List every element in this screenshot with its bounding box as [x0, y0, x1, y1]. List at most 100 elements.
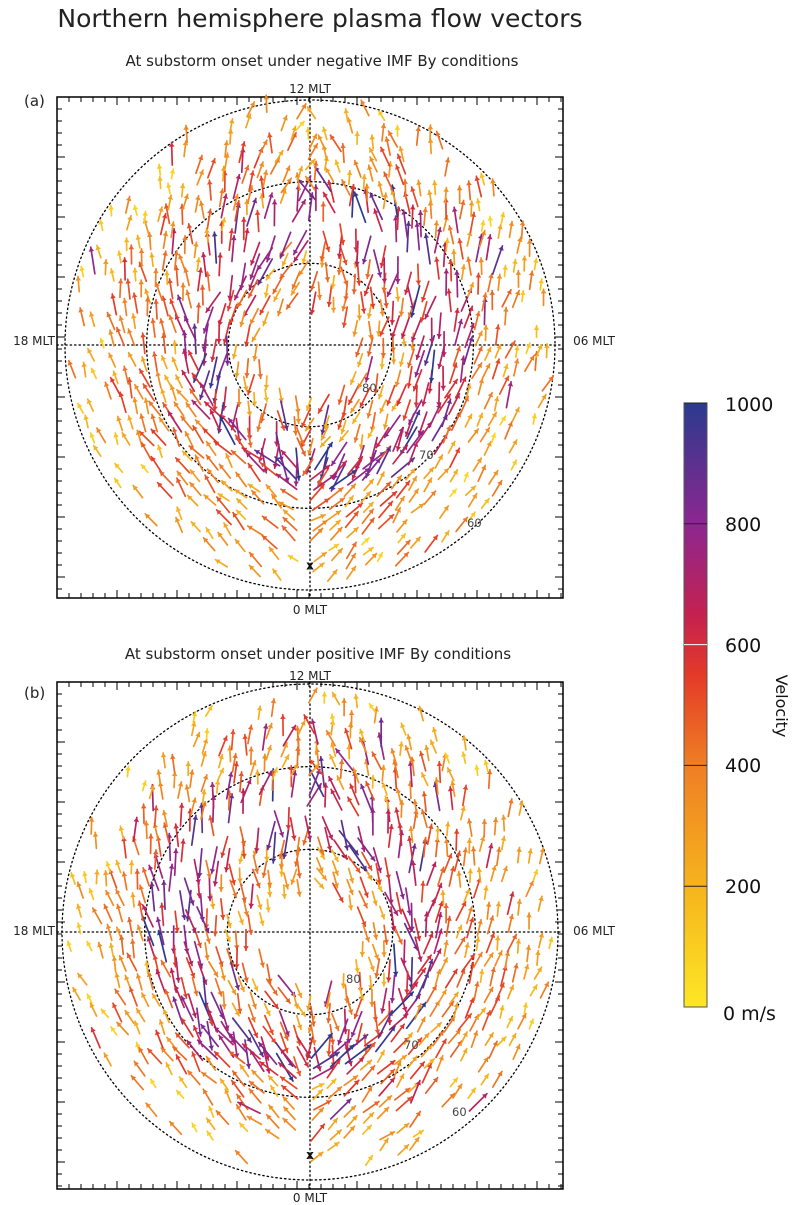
flow-vector	[176, 388, 189, 403]
flow-vector	[279, 1032, 289, 1054]
vector-head	[307, 106, 313, 112]
flow-vector	[216, 319, 222, 345]
flow-vector	[172, 1046, 188, 1061]
vector-head	[281, 853, 288, 859]
flow-vector	[254, 449, 281, 467]
flow-vector	[434, 900, 444, 924]
vector-head	[114, 478, 120, 484]
flow-vector	[478, 835, 486, 852]
vector-head	[326, 301, 333, 307]
flow-vector	[312, 519, 328, 532]
vector-head	[118, 955, 124, 961]
vector-head	[486, 347, 492, 353]
flow-vector	[115, 888, 125, 907]
vector-head	[237, 1101, 243, 1107]
vector-head	[443, 468, 449, 474]
vector-head	[398, 742, 404, 747]
vector-head	[307, 1027, 313, 1033]
vector-shaft	[438, 312, 442, 340]
vector-head	[404, 431, 410, 437]
vector-shaft	[179, 890, 186, 921]
flow-vector	[196, 169, 205, 186]
vector-head	[369, 518, 374, 524]
vector-head	[457, 319, 464, 325]
flow-vector	[416, 179, 422, 197]
flow-vector	[521, 255, 528, 272]
flow-vector	[172, 339, 178, 355]
vector-head	[382, 193, 389, 198]
vector-head	[269, 1105, 274, 1111]
vector-head	[266, 484, 272, 490]
vector-head	[334, 160, 340, 166]
flow-vector	[371, 751, 383, 770]
flow-vector	[407, 299, 417, 318]
vector-head	[118, 316, 124, 321]
vector-head	[247, 929, 254, 935]
vector-head	[234, 984, 241, 990]
vector-head	[455, 1029, 461, 1035]
vector-shaft	[386, 271, 400, 298]
vector-head	[428, 824, 434, 830]
vector-head	[105, 861, 111, 867]
vector-head	[133, 817, 140, 823]
vector-head	[227, 772, 234, 777]
flow-vector	[263, 375, 270, 391]
vector-head	[153, 268, 159, 274]
vector-head	[90, 368, 96, 374]
flow-vector	[317, 836, 325, 856]
flow-vector	[258, 139, 268, 157]
flow-vector	[327, 486, 344, 500]
vector-head	[141, 464, 147, 470]
flow-vector	[185, 401, 197, 418]
flow-vector	[315, 857, 324, 873]
vector-head	[115, 860, 121, 866]
flow-vector	[317, 393, 330, 414]
vector-head	[232, 1071, 238, 1077]
flow-vector	[378, 500, 394, 519]
vector-head	[259, 309, 265, 315]
vector-head	[234, 964, 240, 969]
flow-vector	[361, 851, 373, 871]
flow-vector	[353, 693, 359, 709]
vector-head	[491, 865, 497, 871]
flow-vector	[189, 769, 195, 788]
vector-shaft	[410, 285, 421, 318]
flow-vector	[271, 767, 278, 781]
flow-vector	[105, 860, 111, 873]
vector-head	[321, 874, 327, 880]
flow-vector	[219, 415, 236, 446]
vector-head	[248, 747, 254, 752]
flow-vector	[194, 194, 201, 213]
vector-head	[244, 165, 250, 171]
vector-head	[373, 388, 379, 394]
flow-vector	[140, 332, 146, 355]
vector-head	[75, 276, 82, 281]
flow-vector	[89, 432, 96, 444]
flow-vector	[326, 569, 338, 583]
vector-head	[210, 356, 216, 362]
flow-vector	[491, 479, 503, 497]
flow-vector	[310, 1005, 316, 1027]
flow-vector	[478, 968, 485, 983]
flow-vector	[481, 1010, 492, 1031]
vector-head	[236, 472, 241, 478]
vector-head	[118, 826, 125, 831]
flow-vector	[142, 210, 148, 223]
vector-head	[181, 349, 188, 354]
flow-vector	[422, 958, 434, 989]
flow-vector	[423, 477, 433, 493]
flow-vector	[88, 887, 95, 901]
flow-vector	[356, 352, 364, 368]
vector-shaft	[344, 1043, 372, 1065]
vector-head	[133, 485, 139, 491]
flow-vector	[103, 258, 109, 276]
flow-vector	[156, 481, 173, 499]
flow-vector	[346, 878, 354, 896]
vector-shaft	[272, 831, 277, 864]
flow-vector	[296, 1046, 310, 1068]
flow-vector	[114, 988, 127, 1006]
vector-head	[245, 1063, 252, 1069]
vector-head	[368, 502, 374, 508]
vector-head	[216, 497, 222, 503]
vector-head	[171, 357, 177, 363]
